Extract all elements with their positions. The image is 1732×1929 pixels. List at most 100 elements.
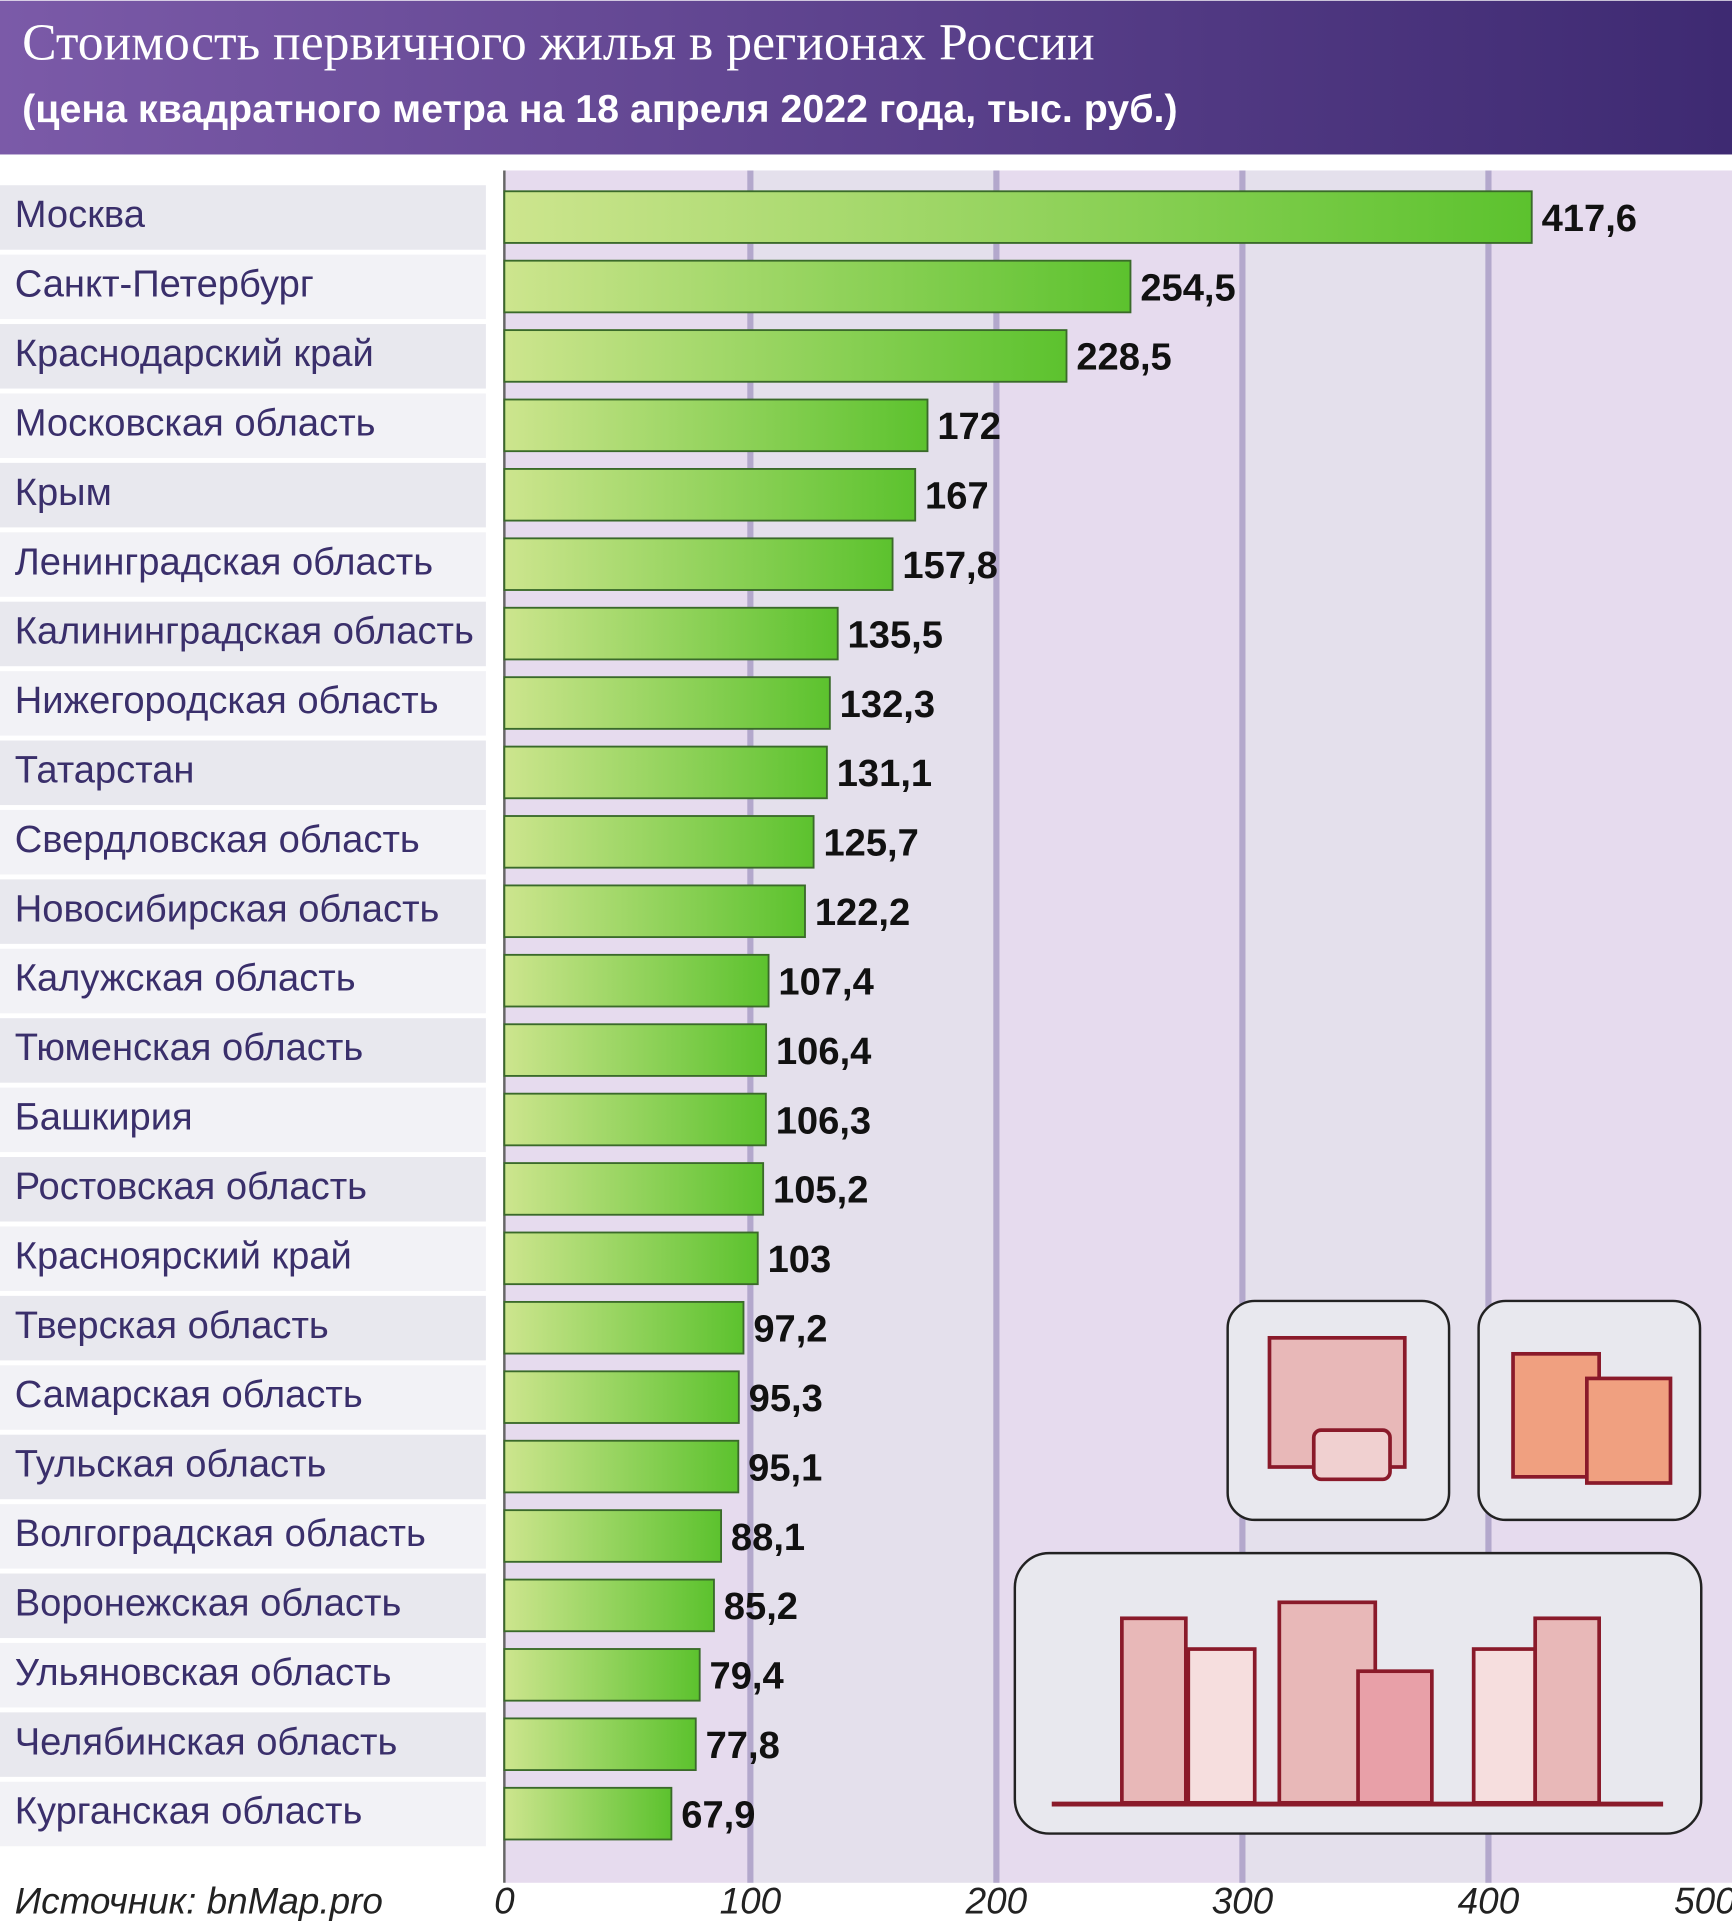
row-label-bg — [0, 948, 486, 1014]
y-tick-label: Челябинская область — [15, 1720, 398, 1763]
value-label: 417,6 — [1542, 197, 1637, 240]
value-label: 77,8 — [706, 1724, 780, 1767]
row-label-bg — [0, 1434, 486, 1500]
bar — [503, 1509, 723, 1563]
row-label-bg — [0, 1573, 486, 1639]
y-tick-label: Красноярский край — [15, 1234, 352, 1277]
value-label: 95,3 — [749, 1377, 823, 1420]
icon-building — [1471, 1647, 1538, 1805]
icon-money-stack — [1585, 1376, 1673, 1485]
value-label: 79,4 — [710, 1655, 784, 1698]
bar — [503, 468, 917, 522]
bar — [503, 953, 770, 1008]
y-tick-label: Тюменская область — [15, 1026, 363, 1069]
row-label-bg — [0, 1642, 486, 1708]
source: Источник: bnMap.pro — [15, 1880, 383, 1921]
row-label-bg — [0, 1365, 486, 1430]
value-label: 95,1 — [748, 1446, 822, 1489]
row-label-bg — [0, 324, 486, 389]
value-label: 132,3 — [840, 683, 935, 726]
y-tick-label: Волгоградская область — [15, 1512, 426, 1555]
value-label: 67,9 — [681, 1793, 755, 1836]
icon-building — [1533, 1616, 1601, 1805]
bar — [503, 398, 929, 453]
row-label-bg — [0, 462, 486, 528]
row-label-bg — [0, 185, 486, 250]
x-tick-label: 400 — [1458, 1880, 1520, 1921]
y-tick-label: Краснодарский край — [15, 332, 374, 375]
value-label: 228,5 — [1076, 336, 1171, 379]
y-tick-label: Самарская область — [15, 1373, 363, 1416]
y-tick-label: Нижегородская область — [15, 679, 439, 722]
y-tick-label: Калининградская область — [15, 610, 474, 653]
value-label: 131,1 — [837, 752, 932, 795]
chart-subtitle: (цена квадратного метра на 18 апреля 202… — [22, 87, 1177, 131]
value-label: 254,5 — [1140, 266, 1235, 309]
bar — [503, 1300, 745, 1355]
value-label: 172 — [937, 405, 1001, 448]
row-label-bg — [0, 1781, 486, 1847]
bar — [503, 1578, 715, 1633]
y-tick-label: Ульяновская область — [15, 1651, 392, 1694]
row-label-bg — [0, 809, 486, 875]
icon-bed — [1311, 1428, 1392, 1482]
y-tick-label: Санкт-Петербург — [15, 263, 314, 306]
y-tick-label: Московская область — [15, 401, 376, 444]
y-tick-label: Ростовская область — [15, 1165, 367, 1208]
bar — [503, 259, 1132, 314]
y-tick-label: Калужская область — [15, 957, 356, 1000]
bar — [503, 1439, 740, 1494]
x-tick-label: 500 — [1674, 1880, 1732, 1921]
bar — [503, 1648, 701, 1702]
plot-band — [750, 170, 997, 1883]
x-tick-label: 200 — [965, 1880, 1028, 1921]
value-label: 135,5 — [848, 613, 943, 656]
y-tick-label: Воронежская область — [15, 1581, 402, 1624]
bar — [503, 537, 894, 591]
bar — [503, 1370, 740, 1424]
row-label-bg — [0, 393, 486, 458]
icon-building — [1186, 1647, 1257, 1805]
value-label: 106,4 — [776, 1030, 871, 1073]
icon-building — [1356, 1669, 1434, 1805]
value-label: 103 — [768, 1238, 832, 1281]
row-label-bg — [0, 1018, 486, 1083]
bar — [503, 1717, 697, 1771]
row-label-bg — [0, 1087, 486, 1153]
row-label-bg — [0, 254, 486, 320]
icon-building — [1120, 1616, 1188, 1805]
value-label: 125,7 — [823, 822, 918, 865]
value-label: 105,2 — [773, 1169, 868, 1212]
value-label: 107,4 — [778, 960, 873, 1003]
row-label-bg — [0, 1504, 486, 1569]
y-tick-label: Ленинградская область — [15, 540, 433, 583]
y-tick-label: Татарстан — [15, 749, 195, 792]
value-label: 88,1 — [731, 1516, 805, 1559]
x-tick-label: 0 — [494, 1880, 515, 1921]
y-tick-label: Свердловская область — [15, 818, 420, 861]
x-tick-label: 300 — [1212, 1880, 1274, 1921]
y-tick-label: Крым — [15, 471, 112, 514]
row-label-bg — [0, 1295, 486, 1361]
bar — [503, 1162, 765, 1216]
x-tick-label: 100 — [720, 1880, 782, 1921]
bar — [503, 1023, 768, 1077]
bar — [503, 745, 828, 800]
row-label-bg — [0, 740, 486, 806]
bar — [503, 1786, 673, 1841]
bar — [503, 329, 1068, 383]
value-label: 97,2 — [753, 1308, 827, 1351]
y-tick-label: Курганская область — [15, 1790, 363, 1833]
value-label: 157,8 — [902, 544, 997, 587]
bar — [503, 884, 806, 939]
row-label-bg — [0, 601, 486, 667]
bar — [503, 676, 831, 730]
row-label-bg — [0, 532, 486, 597]
value-label: 122,2 — [815, 891, 910, 934]
bar — [503, 1231, 759, 1286]
row-label-bg — [0, 1157, 486, 1222]
value-label: 167 — [925, 475, 989, 518]
row-label-bg — [0, 1712, 486, 1777]
y-tick-label: Новосибирская область — [15, 887, 440, 930]
